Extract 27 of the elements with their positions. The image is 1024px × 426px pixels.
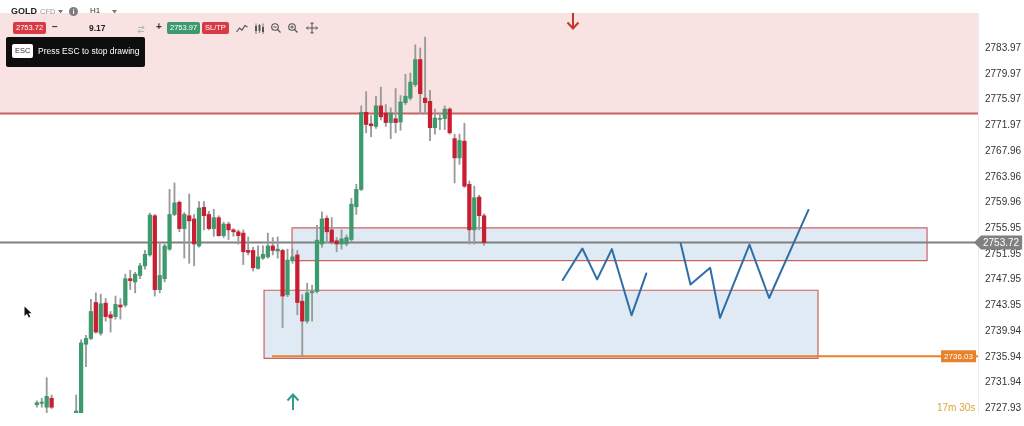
y-tick-label: 2783.97 <box>985 41 1022 53</box>
y-tick-label: 2731.94 <box>985 376 1022 388</box>
y-tick-label: 2767.96 <box>985 144 1022 156</box>
y-tick-label: 2755.95 <box>985 222 1022 234</box>
y-tick-label: 2735.94 <box>985 350 1022 362</box>
y-tick-label: 2759.96 <box>985 196 1022 208</box>
y-tick-label: 2747.95 <box>985 273 1022 285</box>
y-tick-label: 2779.97 <box>985 67 1022 79</box>
y-tick-label: 2743.95 <box>985 299 1022 311</box>
annotation: 17m 30s <box>937 402 976 413</box>
annotation: 9.17 <box>89 23 106 33</box>
candlestick <box>128 270 133 290</box>
y-tick-label: 2727.93 <box>985 402 1022 414</box>
y-tick-label: 2739.94 <box>985 324 1022 336</box>
ref-line-label: 2753.72 <box>983 236 1020 248</box>
candlestick <box>393 88 398 134</box>
y-tick-label: 2775.97 <box>985 93 1022 105</box>
y-tick-label: 2771.97 <box>985 119 1022 131</box>
candlestick <box>187 193 192 264</box>
annotation: Press ESC to stop drawing <box>38 46 140 56</box>
chart-title: GOLD <box>11 6 37 16</box>
annotation: H1 <box>90 6 101 15</box>
annotation: − <box>52 21 58 32</box>
ref-line-label: 2736.03 <box>944 351 974 361</box>
annotation: + <box>156 21 162 32</box>
y-tick-label: 2751.95 <box>985 247 1022 259</box>
y-tick-label: 2763.96 <box>985 170 1022 182</box>
